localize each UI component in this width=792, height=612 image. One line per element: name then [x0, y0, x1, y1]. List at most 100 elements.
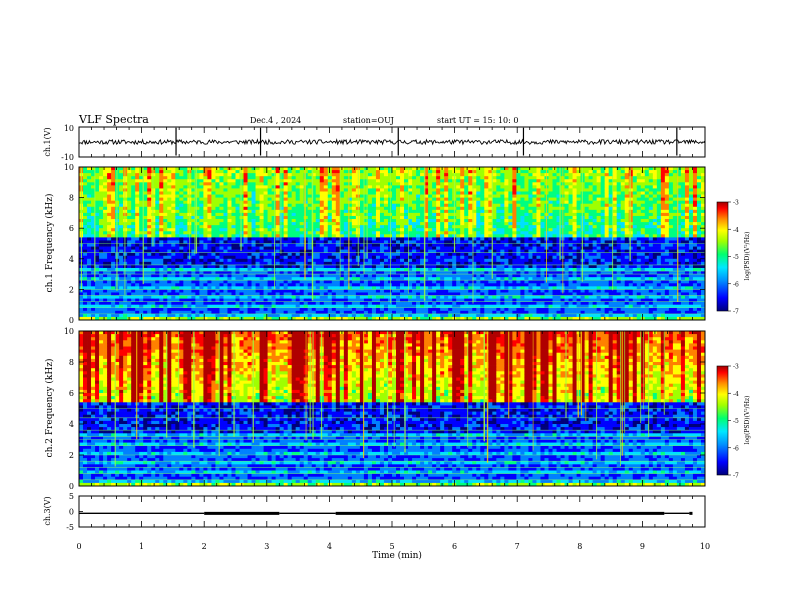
ch1-spectrogram-cell	[259, 231, 264, 235]
ch1-spectrogram-cell	[243, 316, 248, 321]
ch1-spectrogram-cell	[335, 243, 341, 247]
ch1-spectrogram-cell	[311, 182, 317, 186]
ch1-spectrogram-cell	[87, 298, 92, 302]
ch1-spectrogram-cell	[363, 237, 369, 241]
ch1-spectrogram-cell	[383, 243, 389, 247]
ch1-spectrogram-cell	[331, 310, 337, 315]
ch1-spectrogram-cell	[111, 310, 116, 315]
ch1-spectrogram-cell	[135, 225, 140, 229]
ch1-spectrogram-cell	[295, 191, 301, 195]
ch1-spectrogram-cell	[472, 222, 477, 226]
header-station: station=OUJ	[343, 116, 394, 125]
ch1-spectrogram-cell	[412, 289, 417, 293]
ch1-spectrogram-cell	[392, 225, 397, 229]
ch1-spectrogram-cell	[295, 203, 301, 208]
ch1-spectrogram-cell	[227, 264, 232, 269]
ch1-spectrogram-cell	[159, 200, 164, 205]
ch1-spectrogram-cell	[424, 243, 429, 247]
ch1-spectrogram-cell	[103, 261, 108, 266]
ch1-spectrogram-cell	[195, 215, 200, 220]
ch1-spectrogram-cell	[444, 219, 449, 223]
ch1-spectrogram-cell	[303, 237, 309, 241]
ch1-spectrogram-cell	[175, 289, 180, 293]
ch1-spectrogram-cell	[215, 194, 220, 198]
ch1-spectrogram-cell	[432, 212, 437, 217]
ch1-spectrogram-cell	[95, 231, 100, 235]
ch1-spectrogram-cell	[424, 310, 429, 315]
ch1-spectrogram-cell	[311, 197, 317, 202]
ch1-spectrogram-cell	[135, 197, 140, 202]
ch1-spectrogram-cell	[163, 271, 168, 275]
ch1-spectrogram-cell	[155, 179, 160, 183]
ch1-spectrogram-cell	[432, 240, 437, 244]
ch1-spectrogram-cell	[263, 194, 268, 198]
ch1-spectrogram-cell	[440, 267, 445, 272]
ch1-spectrogram-cell	[247, 182, 252, 186]
ch1-spectrogram-cell	[147, 274, 152, 278]
ch1-spectrogram-cell	[472, 212, 477, 217]
ch1-spectrogram-cell	[183, 185, 188, 189]
ch1-spectrogram-cell	[400, 212, 405, 217]
ch1-spectrogram-cell	[267, 246, 272, 250]
ch1-spectrogram-cell	[436, 280, 441, 284]
ch1-spectrogram-cell	[335, 173, 341, 177]
ch1-spectrogram-cell	[307, 215, 313, 220]
ch1-spectrogram-cell	[279, 206, 284, 211]
ch1-spectrogram-cell	[307, 231, 313, 235]
ch1-spectrogram-cell	[420, 298, 425, 302]
ch1-spectrogram-cell	[95, 316, 100, 321]
ch1-spectrogram-cell	[287, 261, 293, 266]
ch1-spectrogram-cell	[275, 255, 280, 260]
ch1-spectrogram-cell	[155, 237, 160, 241]
ch1-spectrogram-cell	[295, 249, 301, 254]
ch1-spectrogram-cell	[167, 185, 172, 189]
ch1-spectrogram-cell	[464, 258, 469, 263]
ch1-spectrogram-cell	[243, 228, 248, 232]
ch1-spectrogram-cell	[456, 261, 461, 266]
ch1-spectrogram-cell	[199, 261, 204, 266]
ch1-spectrogram-cell	[219, 182, 224, 186]
ch1-spectrogram-cell	[79, 292, 84, 296]
ch1-spectrogram-cell	[215, 179, 220, 183]
ch1-spectrogram-cell	[460, 277, 465, 281]
ch1-spectrogram-cell	[207, 231, 212, 235]
ch1-spectrogram-cell	[476, 191, 481, 195]
ch1-spectrogram-cell	[303, 307, 309, 312]
ch1-spectrogram-cell	[83, 274, 88, 278]
ch1-spectrogram-cell	[203, 267, 208, 272]
ch1-spectrogram-cell	[155, 191, 160, 195]
ch1-spectrogram-cell	[416, 298, 421, 302]
ch1-spectrogram-cell	[235, 301, 240, 306]
ch1-spectrogram-cell	[400, 225, 405, 229]
ch1-spectrogram-cell	[432, 246, 437, 250]
ch1-spectrogram-cell	[371, 203, 377, 208]
ch1-spectrogram-cell	[183, 219, 188, 223]
ch1-spectrogram-cell	[99, 206, 104, 211]
ch1-spectrogram-cell	[400, 197, 405, 202]
ch1-spectrogram-cell	[227, 286, 232, 290]
ch1-spectrogram-cell	[396, 249, 401, 254]
ch1-spectrogram-cell	[476, 222, 481, 226]
ch1-spectrogram-cell	[115, 289, 120, 293]
ch1-spectrogram-cell	[379, 240, 385, 244]
ch1-spectrogram-cell	[444, 274, 449, 278]
ch1-spectrogram-cell	[267, 191, 272, 195]
ch1-spectrogram-cell	[231, 261, 236, 266]
ch1-spectrogram-cell	[287, 176, 293, 180]
ch1-spectrogram-cell	[215, 173, 220, 177]
ch1-spectrogram-cell	[119, 188, 124, 192]
ch1-spectrogram-cell	[420, 252, 425, 257]
ch1-spectrogram-cell	[331, 197, 337, 202]
ch1-spectrogram-cell	[171, 261, 176, 266]
ch1-spectrogram-cell	[335, 194, 341, 198]
ch1-spectrogram-cell	[275, 283, 280, 287]
ch1-spectrogram-cell	[460, 228, 465, 232]
ch1-spectrogram-cell	[319, 240, 325, 244]
ch1-spectrogram-cell	[291, 298, 297, 302]
ch1-spectrogram-cell	[167, 179, 172, 183]
ch1-spectrogram-cell	[199, 185, 204, 189]
ch1-spectrogram-cell	[295, 289, 301, 293]
ch1-spectrogram-cell	[215, 243, 220, 247]
ch1-spectrogram-cell	[243, 191, 248, 195]
ch1-spectrogram-cell	[107, 274, 112, 278]
